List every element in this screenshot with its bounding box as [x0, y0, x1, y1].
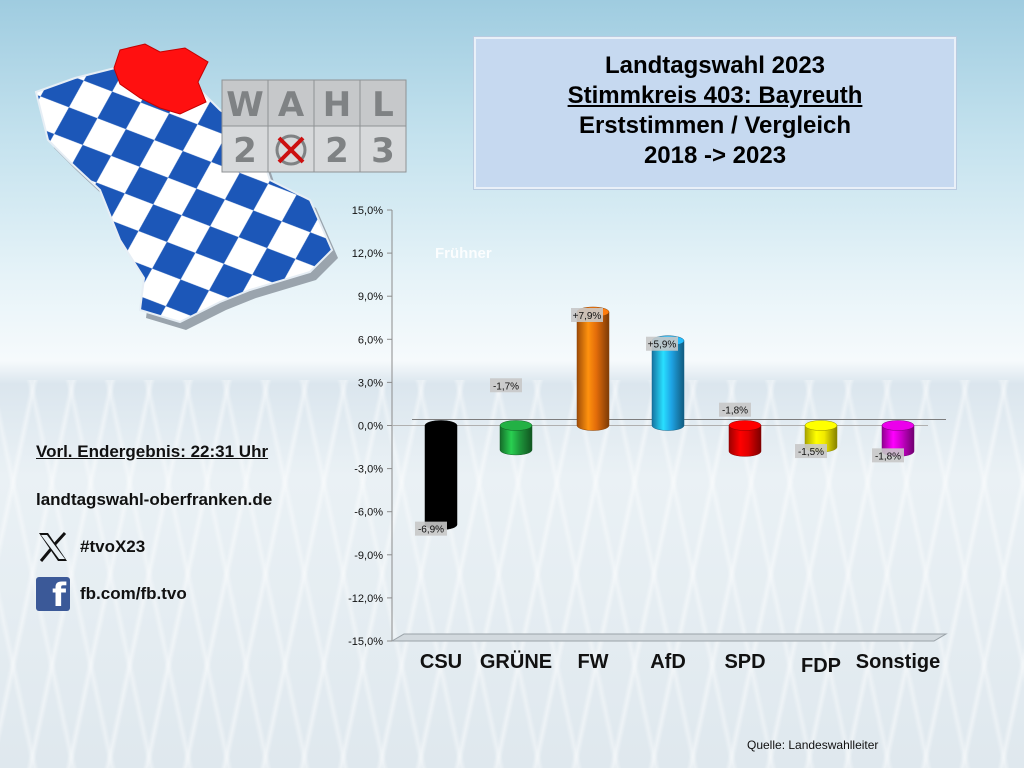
title-line-2: Stimmkreis 403: Bayreuth: [567, 82, 863, 109]
y-tick-label: 12,0%: [352, 248, 383, 260]
title-box: Landtagswahl 2023 Stimmkreis 403: Bayreu…: [474, 37, 956, 189]
bar-top-spd: [728, 420, 762, 431]
category-label: CSU: [420, 651, 462, 673]
logo-letter: 3: [371, 131, 395, 171]
category-label: FDP: [801, 655, 841, 677]
wahl-blocks: W A H L 2 2 3: [221, 79, 407, 173]
y-tick-label: -12,0%: [348, 593, 383, 605]
title-line-1: Landtagswahl 2023: [604, 52, 826, 79]
data-label-box: [490, 378, 522, 393]
y-tick-label: 3,0%: [358, 377, 383, 389]
logo-letter: 2: [325, 131, 349, 171]
category-label: Sonstige: [856, 651, 940, 673]
facebook-social: f fb.com/fb.tvo: [36, 576, 187, 614]
x-social: #tvoX23: [36, 530, 145, 564]
bar-top-grüne: [499, 420, 533, 431]
logo-letter: A: [278, 85, 305, 125]
bar-grüne: [499, 425, 533, 456]
bar-spd: [728, 425, 762, 457]
bar-afd: [651, 340, 685, 431]
data-label: -1,8%: [722, 406, 748, 417]
data-label: -1,5%: [798, 447, 824, 458]
title-line-4: 2018 -> 2023: [643, 142, 787, 169]
data-label-box: [872, 448, 904, 463]
logo-letter: H: [323, 85, 351, 125]
category-label: FW: [577, 651, 608, 673]
category-label: GRÜNE: [480, 650, 552, 673]
facebook-logo-icon: f: [36, 576, 70, 614]
bar-csu: [424, 425, 458, 530]
x-handle: #tvoX23: [80, 537, 146, 556]
website-text: landtagswahl-oberfranken.de: [36, 490, 273, 509]
y-tick-label: -9,0%: [354, 550, 383, 562]
bavaria-logo: W A H L 2 2 3: [34, 43, 407, 330]
category-label: SPD: [724, 651, 765, 673]
data-label-box: [719, 402, 751, 417]
data-label: -1,7%: [493, 381, 519, 392]
bar-fw: [576, 311, 610, 431]
bar-top-sonstige: [881, 420, 915, 431]
data-label-box: [795, 444, 827, 459]
title-line-3: Erststimmen / Vergleich: [578, 112, 852, 139]
x-logo-icon: [39, 531, 67, 562]
y-tick-label: -3,0%: [354, 464, 383, 476]
y-tick-label: 15,0%: [352, 205, 383, 217]
data-label-box: [646, 336, 678, 351]
y-tick-label: -15,0%: [348, 636, 383, 648]
data-label-box: [415, 521, 447, 536]
logo-letter: W: [226, 85, 264, 125]
ballot-circle: [275, 134, 307, 166]
oberfranken-region: [113, 43, 209, 115]
watermark: Frühner: [435, 245, 492, 262]
chart-floor: [390, 633, 948, 642]
logo-letter: L: [372, 85, 394, 125]
bar-top-csu: [424, 420, 458, 431]
y-tick-label: 6,0%: [358, 334, 383, 346]
y-tick-label: -6,0%: [354, 507, 383, 519]
logo-letter: 2: [233, 131, 257, 171]
data-label: +5,9%: [648, 340, 677, 351]
category-label: AfD: [650, 651, 686, 673]
bar-top-fdp: [804, 420, 838, 431]
data-label-box: [571, 308, 603, 323]
facebook-handle: fb.com/fb.tvo: [80, 584, 187, 603]
data-label: -1,8%: [875, 451, 901, 462]
y-tick-label: 9,0%: [358, 291, 383, 303]
result-time: Vorl. Endergebnis: 22:31 Uhr: [36, 442, 269, 461]
data-label: -6,9%: [418, 525, 444, 536]
y-tick-label: 0,0%: [358, 421, 383, 433]
source-note: Quelle: Landeswahlleiter: [747, 738, 879, 752]
data-label: +7,9%: [573, 311, 602, 322]
